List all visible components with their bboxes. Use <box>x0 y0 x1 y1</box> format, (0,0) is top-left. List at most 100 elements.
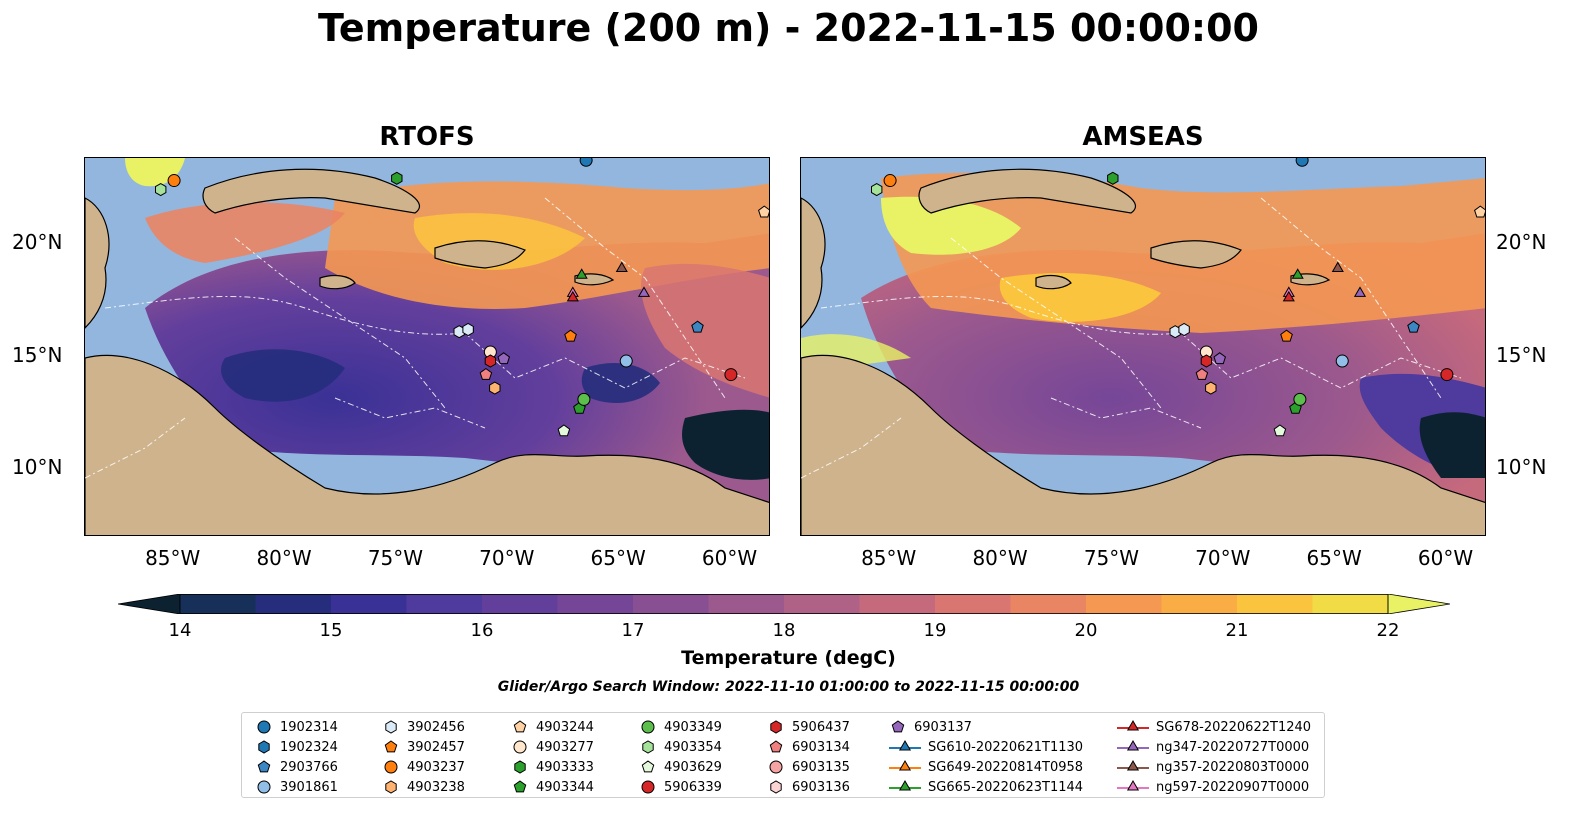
colorbar-tick-label: 15 <box>319 620 343 641</box>
observation-marker[interactable] <box>1474 205 1486 218</box>
observation-marker[interactable] <box>1295 158 1309 167</box>
observation-marker[interactable] <box>167 174 181 188</box>
colorbar-bin <box>1161 594 1238 614</box>
legend-label: ng347-20220727T0000 <box>1156 739 1310 755</box>
observation-marker[interactable] <box>1205 381 1217 395</box>
observation-marker[interactable] <box>155 183 167 197</box>
land-jamaica <box>319 274 356 290</box>
observation-marker[interactable] <box>871 183 883 197</box>
legend-label: 4903333 <box>536 759 594 775</box>
legend-symbol <box>770 780 782 794</box>
observation-marker[interactable] <box>1280 329 1293 342</box>
observation-marker[interactable] <box>1291 268 1304 279</box>
legend-symbol <box>385 780 397 794</box>
observation-marker[interactable] <box>758 205 770 218</box>
observation-marker[interactable] <box>619 354 633 368</box>
observation-marker[interactable] <box>1335 354 1349 368</box>
colorbar-bin <box>482 594 558 614</box>
legend-label: 6903137 <box>914 719 972 735</box>
observation-marker[interactable] <box>1178 322 1190 337</box>
observation-marker[interactable] <box>557 424 571 437</box>
y-tick-label: 20°N <box>12 229 63 254</box>
colorbar-bin <box>1010 594 1087 614</box>
observation-marker[interactable] <box>1273 424 1287 437</box>
observation-marker[interactable] <box>497 352 510 365</box>
observation-marker[interactable] <box>579 158 593 167</box>
observation-marker[interactable] <box>1282 290 1295 302</box>
legend-item: 3902457 <box>381 737 465 757</box>
legend-marker <box>513 740 527 754</box>
legend-marker <box>889 780 921 791</box>
warm-water-region <box>881 196 1021 255</box>
legend-item: 4903344 <box>510 777 594 797</box>
x-tick-label: 60°W <box>1417 546 1474 570</box>
legend-label: ng597-20220907T0000 <box>1156 779 1310 795</box>
y-tick-label: 15°N <box>12 342 63 367</box>
observation-marker[interactable] <box>691 320 704 333</box>
legend-symbol <box>642 740 654 754</box>
observation-marker[interactable] <box>1195 367 1209 380</box>
legend-symbol <box>384 760 398 774</box>
observation-marker[interactable] <box>1293 392 1307 406</box>
legend-item: 3902456 <box>381 717 465 737</box>
legend: 1902314 1902324 2903766 3901861 3902456 39024… <box>241 712 1325 798</box>
legend-marker <box>513 780 527 793</box>
legend-label: 4903354 <box>664 739 722 755</box>
legend-marker <box>769 740 783 753</box>
amseas-map <box>801 158 1486 535</box>
legend-item: 1902314 <box>254 717 338 737</box>
observation-marker[interactable] <box>484 354 497 368</box>
observation-marker[interactable] <box>724 368 738 382</box>
observation-marker[interactable] <box>1200 354 1213 368</box>
observation-marker[interactable] <box>1107 171 1119 185</box>
observation-marker[interactable] <box>883 174 897 188</box>
observation-marker[interactable] <box>462 322 474 337</box>
legend-label: 1902324 <box>280 739 338 755</box>
map-panel-rtofs <box>84 157 770 536</box>
land-cuba <box>202 168 421 214</box>
legend-item: 4903354 <box>638 737 722 757</box>
observation-marker[interactable] <box>391 171 403 185</box>
legend-symbol <box>257 720 271 734</box>
legend-marker <box>1117 720 1149 731</box>
observation-marker[interactable] <box>564 329 577 342</box>
observation-marker[interactable] <box>1440 368 1454 382</box>
land-hispaniola <box>1150 240 1242 269</box>
observation-marker[interactable] <box>637 286 651 297</box>
legend-marker <box>769 760 783 774</box>
observation-marker[interactable] <box>566 290 579 302</box>
legend-item: SG649-20220814T0958 <box>888 757 1083 777</box>
observation-marker[interactable] <box>489 381 501 395</box>
colorbar-bin <box>1237 594 1313 614</box>
observation-marker[interactable] <box>577 392 591 406</box>
observation-marker[interactable] <box>1353 286 1367 297</box>
legend-label: SG649-20220814T0958 <box>928 759 1084 775</box>
observation-marker[interactable] <box>615 261 628 272</box>
legend-marker <box>513 720 527 733</box>
eez-boundaries <box>801 197 1462 479</box>
land-central-south-america <box>801 354 1485 535</box>
legend-label: 4903629 <box>664 759 722 775</box>
observation-marker[interactable] <box>575 268 588 279</box>
legend-marker <box>1117 740 1149 751</box>
observation-marker[interactable] <box>1213 352 1226 365</box>
legend-symbol <box>1126 760 1140 771</box>
legend-symbol <box>769 760 783 774</box>
legend-item: 1902324 <box>254 737 338 757</box>
observation-marker[interactable] <box>479 367 493 380</box>
legend-label: 6903134 <box>792 739 850 755</box>
legend-symbol <box>891 720 905 733</box>
legend-marker <box>770 780 782 794</box>
legend-label: SG610-20220621T1130 <box>928 739 1084 755</box>
observation-marker[interactable] <box>1407 320 1420 333</box>
legend-symbol <box>769 740 783 753</box>
x-tick-label: 85°W <box>145 546 201 570</box>
colorbar-tick-label: 18 <box>772 620 796 641</box>
legend-marker <box>257 720 271 734</box>
x-tick-label: 85°W <box>861 546 917 570</box>
legend-symbol <box>1126 740 1140 751</box>
legend-marker <box>257 780 271 794</box>
colorbar-bin <box>255 594 332 614</box>
x-tick-label: 75°W <box>367 546 424 570</box>
observation-marker[interactable] <box>1331 261 1344 272</box>
